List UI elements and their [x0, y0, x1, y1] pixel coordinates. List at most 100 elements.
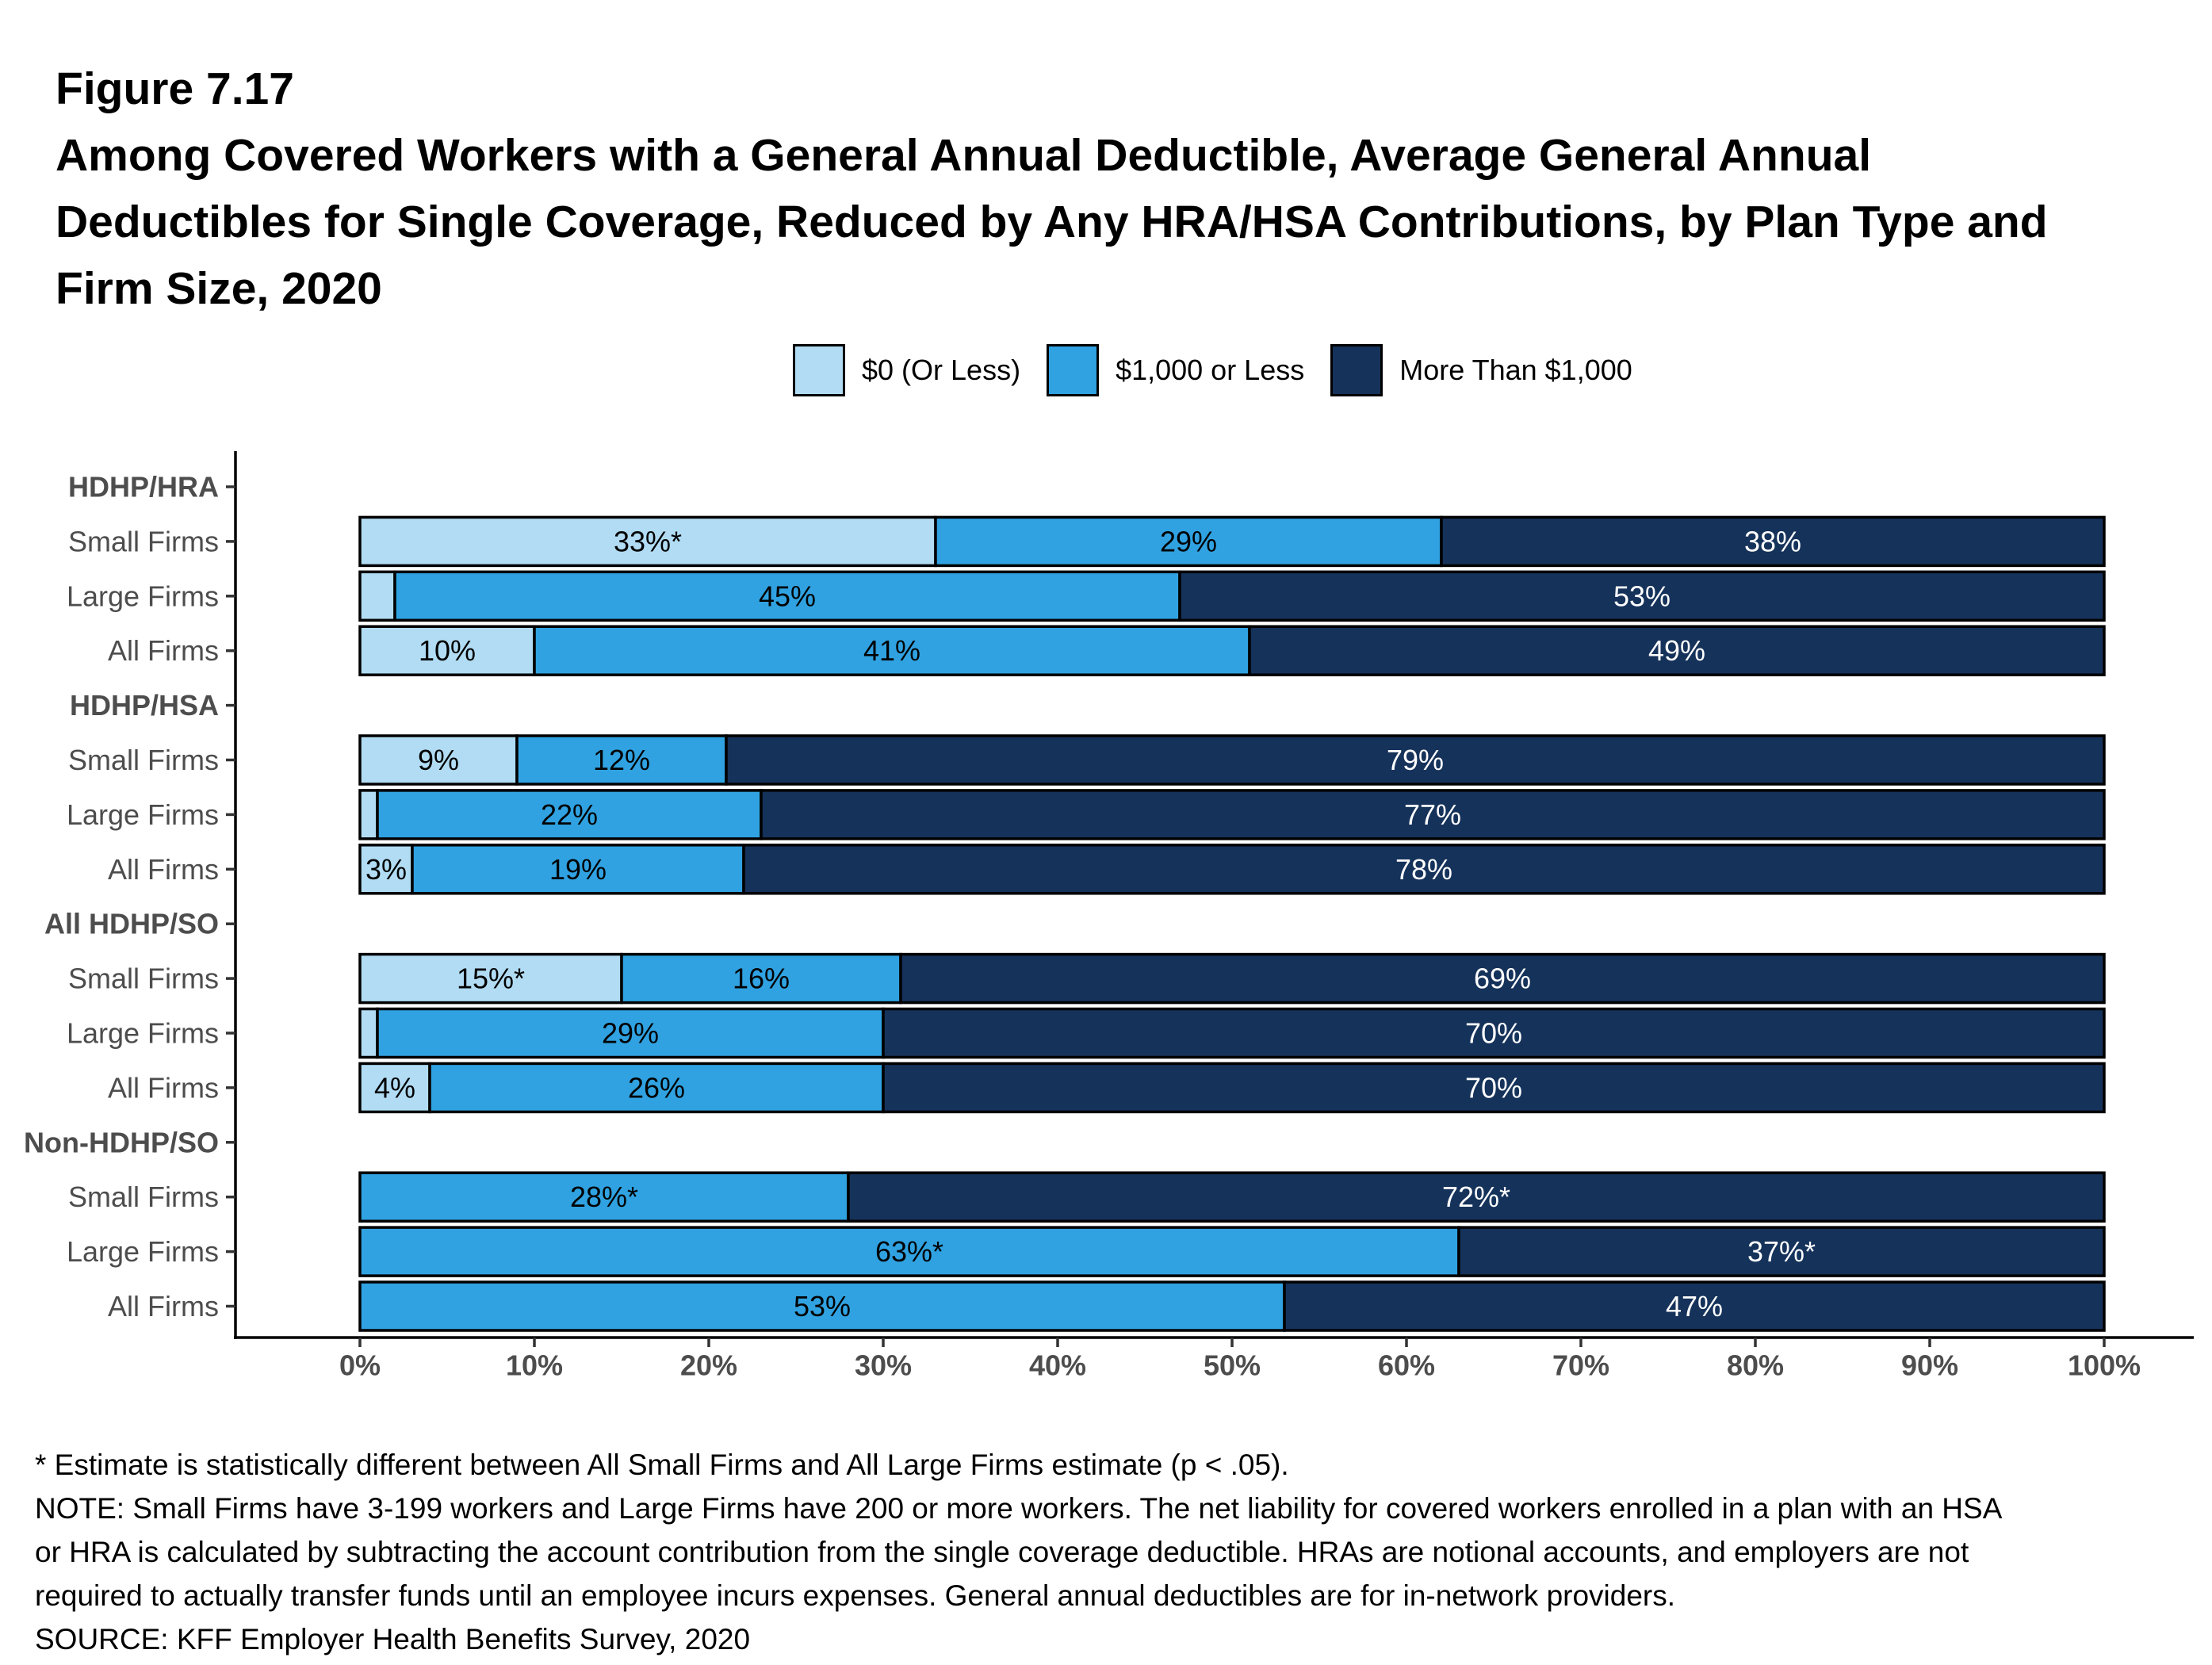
x-axis-tick-label: 60%: [1378, 1349, 1435, 1382]
footnote-note-line-2: or HRA is calculated by subtracting the …: [35, 1536, 1969, 1568]
y-axis-category-label: All Firms: [108, 1071, 219, 1104]
data-label: 29%: [1160, 525, 1217, 557]
y-axis-group-label: Non-HDHP/SO: [24, 1126, 219, 1158]
bar-segment-1-000-or-less: [376, 789, 763, 840]
x-axis-tick-label: 100%: [2068, 1349, 2141, 1382]
data-label: 63%*: [875, 1235, 943, 1268]
data-label: 47%: [1666, 1290, 1723, 1322]
y-axis-category-label: Large Firms: [67, 798, 219, 831]
bar-segment-0-or-less: [358, 1062, 431, 1114]
x-axis-tick-label: 30%: [855, 1349, 912, 1382]
y-axis-category-label: Large Firms: [67, 580, 219, 612]
legend-item-more-than-1000: More Than $1,000: [1330, 344, 1632, 396]
data-label: 49%: [1648, 634, 1705, 667]
figure-heading: Figure 7.17 Among Covered Workers with a…: [55, 56, 2048, 322]
data-label: 53%: [1613, 580, 1670, 612]
data-label: 22%: [541, 798, 598, 831]
footnote-significance: * Estimate is statistically different be…: [35, 1449, 1289, 1481]
bar-segment-more-than-1-000: [1178, 570, 2106, 622]
data-label: 53%: [794, 1290, 851, 1322]
x-axis: 0% 10% 20% 30% 40% 50% 60% 70% 80% 90% 100%: [234, 1336, 2194, 1382]
bar-segment-1-000-or-less: [411, 844, 745, 895]
y-axis-category-label: Small Firms: [68, 1181, 219, 1213]
footnotes: * Estimate is statistically different be…: [35, 1443, 2002, 1661]
bar-segment-more-than-1-000: [1248, 625, 2106, 676]
bar-segment-1-000-or-less: [358, 1226, 1460, 1277]
bar-segment-more-than-1-000: [899, 952, 2106, 1005]
y-axis-category-label: Large Firms: [67, 1017, 219, 1050]
y-axis-category-label: All Firms: [108, 634, 219, 667]
bar-segment-0-or-less: [358, 570, 396, 622]
bar-segment-more-than-1-000: [1440, 515, 2106, 568]
data-label: 77%: [1404, 798, 1461, 831]
bar-segment-1-000-or-less: [428, 1062, 885, 1114]
bar-segment-1-000-or-less: [934, 515, 1443, 568]
bar-segment-0-or-less: [358, 734, 519, 786]
bar-segment-0-or-less: [358, 625, 536, 676]
legend-swatch-more-than-1000: [1330, 344, 1383, 396]
footnote-source: SOURCE: KFF Employer Health Benefits Sur…: [35, 1623, 751, 1655]
legend-swatch-1000-or-less: [1047, 344, 1100, 396]
data-label: 3%: [365, 853, 407, 886]
data-label: 4%: [374, 1071, 415, 1104]
y-axis-category-label: Small Firms: [68, 525, 219, 557]
x-axis-tick-label: 40%: [1029, 1349, 1086, 1382]
data-label: 45%: [759, 580, 816, 612]
bar-segment-0-or-less: [358, 1007, 379, 1059]
footnote-note-line-3: required to actually transfer funds unti…: [35, 1579, 1676, 1612]
chart-title-line-3: Firm Size, 2020: [55, 263, 382, 314]
bar-segments: [358, 515, 2106, 1332]
bar-segment-more-than-1-000: [742, 844, 2106, 895]
bar-segment-1-000-or-less: [358, 1171, 850, 1223]
chart-title-line-1: Among Covered Workers with a General Ann…: [55, 130, 1872, 181]
data-label: 72%*: [1442, 1181, 1510, 1213]
data-label: 16%: [733, 963, 790, 995]
data-label: 78%: [1395, 853, 1452, 886]
y-axis-category-label: All Firms: [108, 1290, 219, 1322]
y-axis-category-label: Large Firms: [67, 1235, 219, 1268]
bar-segment-1-000-or-less: [358, 1280, 1286, 1332]
bar-segment-1-000-or-less: [533, 625, 1251, 676]
data-label: 29%: [602, 1017, 659, 1050]
data-label: 9%: [418, 744, 459, 776]
x-axis-tick-label: 10%: [506, 1349, 563, 1382]
x-axis-tick-label: 90%: [1901, 1349, 1958, 1382]
data-label: 37%*: [1747, 1235, 1816, 1268]
legend-item-1000-or-less: $1,000 or Less: [1047, 344, 1304, 396]
data-label: 70%: [1465, 1071, 1522, 1104]
legend-label-zero-or-less: $0 (Or Less): [862, 354, 1021, 386]
data-label: 26%: [628, 1071, 685, 1104]
data-label: 12%: [593, 744, 650, 776]
data-label: 69%: [1474, 963, 1531, 995]
legend-swatch-zero-or-less: [793, 344, 845, 396]
legend-item-zero-or-less: $0 (Or Less): [793, 344, 1020, 396]
bar-segment-more-than-1-000: [1283, 1280, 2106, 1332]
x-axis-tick-label: 0%: [339, 1349, 381, 1382]
legend-label-more-than-1000: More Than $1,000: [1399, 354, 1632, 386]
bar-segment-more-than-1-000: [1457, 1226, 2106, 1277]
bar-segment-0-or-less: [358, 844, 414, 895]
y-axis-group-label: HDHP/HSA: [70, 689, 219, 722]
footnote-note-line-1: NOTE: Small Firms have 3-199 workers and…: [35, 1492, 2003, 1525]
bar-segment-1-000-or-less: [620, 952, 902, 1005]
bar-segment-more-than-1-000: [847, 1171, 2106, 1223]
figure-number: Figure 7.17: [55, 63, 294, 114]
x-axis-tick-label: 50%: [1204, 1349, 1261, 1382]
data-label: 41%: [863, 634, 920, 667]
bar-segment-0-or-less: [358, 515, 937, 568]
y-axis-group-label: All HDHP/SO: [44, 908, 219, 940]
y-axis-category-label: Small Firms: [68, 744, 219, 776]
data-label: 70%: [1465, 1017, 1522, 1050]
y-axis-group-label: HDHP/HRA: [68, 471, 219, 503]
x-axis-tick-label: 70%: [1552, 1349, 1609, 1382]
data-label: 28%*: [570, 1181, 638, 1213]
legend-label-1000-or-less: $1,000 or Less: [1116, 354, 1305, 386]
bar-segment-more-than-1-000: [882, 1062, 2106, 1114]
data-label: 10%: [419, 634, 476, 667]
data-label: 38%: [1744, 525, 1801, 557]
data-labels: 33%* 29% 38% 45% 53% 10% 41% 49% 9% 12% 79% 22% 77% 3…: [365, 525, 1816, 1322]
x-axis-tick-label: 80%: [1727, 1349, 1784, 1382]
data-label: 15%*: [457, 963, 525, 995]
